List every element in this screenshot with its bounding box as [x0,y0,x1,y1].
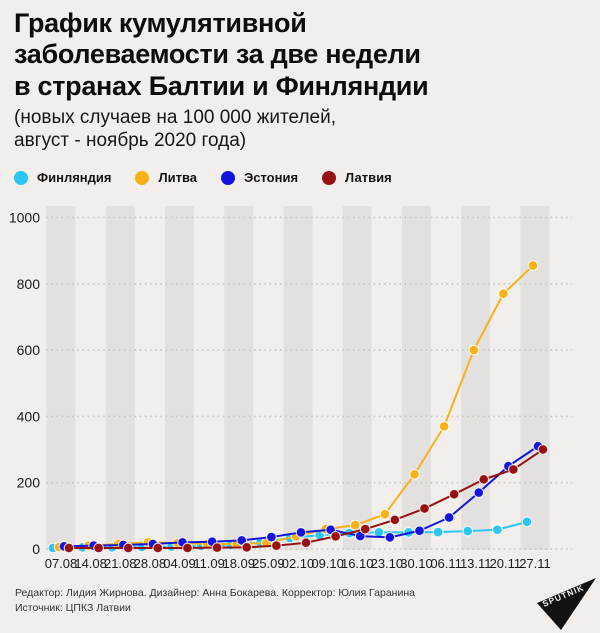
svg-text:800: 800 [17,276,41,292]
svg-text:1000: 1000 [9,210,40,226]
svg-text:07.08: 07.08 [45,556,78,571]
estonia-dot-icon [221,170,235,185]
svg-text:23.10: 23.10 [371,556,404,571]
svg-text:18.09: 18.09 [222,556,255,571]
header: График кумулятивной заболеваемости за дв… [14,8,589,153]
legend-label-finland: Финляндия [37,170,112,185]
svg-text:27.11: 27.11 [519,556,551,571]
legend-item-latvia: Латвия [322,170,392,185]
legend-label-latvia: Латвия [345,170,392,185]
lithuania-dot-icon [135,170,150,185]
svg-text:09.10: 09.10 [311,556,344,571]
legend-item-estonia: Эстония [221,170,298,185]
svg-text:0: 0 [32,541,40,557]
chart-subtitle: (новых случаев на 100 000 жителей, авгус… [14,106,336,152]
chart-title: График кумулятивной заболеваемости за дв… [14,8,429,101]
svg-text:25.09: 25.09 [252,556,285,571]
svg-text:28.08: 28.08 [134,556,167,571]
svg-text:04.09: 04.09 [163,556,196,571]
legend-item-finland: Финляндия [14,170,111,185]
svg-text:21.08: 21.08 [104,556,137,571]
svg-text:13.11: 13.11 [460,556,492,571]
svg-text:200: 200 [17,475,41,491]
legend-item-lithuania: Литва [135,170,197,185]
legend-label-lithuania: Литва [158,170,197,185]
svg-text:600: 600 [17,342,41,358]
svg-text:14.08: 14.08 [74,556,107,571]
svg-text:16.10: 16.10 [341,556,374,571]
svg-text:06.11: 06.11 [430,556,462,571]
svg-text:30.10: 30.10 [400,556,433,571]
svg-text:11.09: 11.09 [193,556,225,571]
finland-dot-icon [14,170,28,185]
svg-text:20.11: 20.11 [490,556,522,571]
footer-credits: Редактор: Лидия Жирнова. Дизайнер: Анна … [15,587,415,615]
svg-text:400: 400 [17,408,41,424]
legend: Финляндия Литва Эстония Латвия [14,170,392,185]
latvia-dot-icon [322,170,337,185]
svg-text:02.10: 02.10 [282,556,315,571]
sputnik-logo: SPUTNIK [537,578,596,630]
legend-label-estonia: Эстония [244,170,299,185]
